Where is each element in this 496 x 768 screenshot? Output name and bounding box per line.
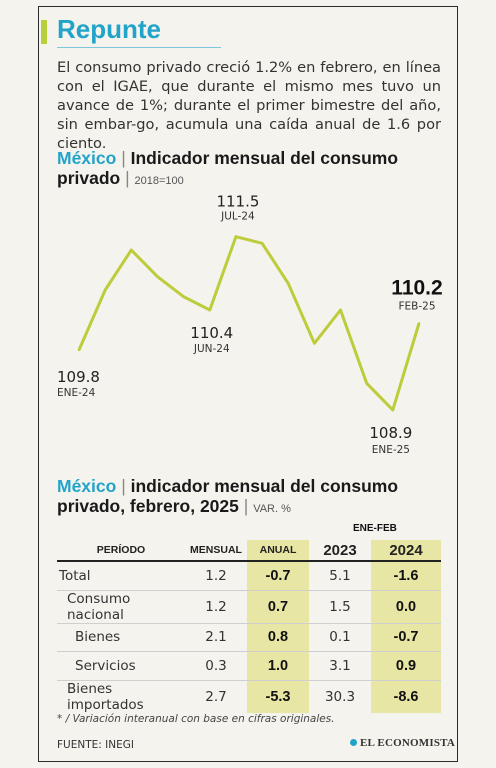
data-point-nov-24 — [339, 308, 342, 312]
data-point-jun-24 — [208, 308, 211, 312]
series-line — [77, 235, 421, 412]
col-header-2023: 2023 — [309, 540, 371, 562]
table-section-title: México | indicador mensual del consumo p… — [57, 476, 437, 519]
col-header-mensual: MENSUAL — [185, 540, 247, 562]
col-header-2024: 2024 — [371, 540, 441, 562]
chart-country-label: México — [57, 148, 117, 168]
chart-unit-separator: | — [125, 168, 130, 188]
table-row: Consumo nacional 1.2 0.7 1.5 0.0 — [57, 590, 441, 624]
data-point-abr-24 — [156, 275, 159, 278]
annotation-value-ene-25: 108.9 — [369, 424, 412, 442]
row-label: Total — [57, 561, 185, 591]
chart-title-separator: | — [121, 148, 126, 168]
row-label: Consumo nacional — [57, 590, 185, 624]
data-point-ago-24 — [260, 242, 264, 245]
cell-2024: -0.7 — [371, 623, 441, 652]
annotation-value-jul-24: 111.5 — [216, 193, 259, 211]
annotation-value-feb-25: 110.2 — [391, 276, 442, 299]
annotation-value-jun-24: 110.4 — [190, 324, 233, 342]
cell-2023: 5.1 — [309, 561, 371, 591]
col-header-periodo: PERÍODO — [57, 540, 185, 562]
footnote: * / Variación interanual con base en cif… — [57, 713, 335, 725]
data-point-ene-25 — [391, 408, 395, 412]
chart-title-text: Indicador mensual del consumo privado — [57, 148, 399, 188]
table-country-label: México — [57, 476, 117, 496]
table-row: Servicios 0.3 1.0 3.1 0.9 — [57, 651, 441, 681]
chart-section-title: México | Indicador mensual del consumo p… — [57, 148, 437, 191]
cell-anual: -0.7 — [247, 561, 309, 591]
cell-2023: 0.1 — [309, 623, 371, 652]
infographic-frame — [38, 6, 458, 762]
cell-mensual: 1.2 — [185, 561, 247, 591]
cell-2023: 30.3 — [324, 688, 356, 705]
cell-mensual: 2.1 — [185, 623, 247, 652]
annotation-label-jun-24: JUN-24 — [193, 343, 230, 355]
cell-mensual: 0.3 — [185, 651, 247, 681]
data-point-feb-25 — [417, 322, 421, 325]
annotation-label-ene-24: ENE-24 — [57, 387, 96, 399]
table-title-separator: | — [121, 476, 126, 496]
data-point-oct-24 — [313, 342, 316, 345]
cell-2024: 0.9 — [371, 651, 441, 681]
cell-anual: -5.3 — [247, 680, 309, 713]
cell-anual: 0.8 — [247, 623, 309, 652]
cell-2023: 3.1 — [309, 651, 371, 681]
col-header-anual: ANUAL — [247, 540, 309, 562]
row-label: Bienes — [57, 623, 185, 652]
source-label: FUENTE: INEGI — [57, 739, 134, 751]
cell-anual: 1.0 — [247, 651, 309, 681]
cell-anual: 0.7 — [247, 590, 309, 624]
row-label: Bienes importados — [67, 680, 144, 713]
annotation-value-ene-24: 109.8 — [57, 368, 100, 386]
brand-logo: EL ECONOMISTA — [350, 737, 455, 749]
data-point-may-24 — [182, 295, 185, 298]
data-table: PERÍODO MENSUAL ANUAL 2023 2024 Total 1.… — [57, 540, 441, 713]
row-label: Servicios — [57, 651, 185, 681]
cell-2023: 1.5 — [309, 590, 371, 624]
page-title: Repunte — [57, 14, 161, 44]
table-title-text: indicador mensual del consumo privado, f… — [57, 476, 399, 516]
cell-mensual: 2.7 — [205, 688, 227, 705]
table-group-header: ENE-FEB — [353, 523, 397, 534]
cell-2024: -8.6 — [371, 680, 441, 713]
data-point-dic-24 — [365, 382, 368, 385]
intro-text: El consumo privado creció 1.2% en febrer… — [57, 59, 441, 152]
annotation-label-ene-25: ENE-25 — [372, 444, 410, 456]
cell-2024: 0.0 — [371, 590, 441, 624]
chart-unit-label: 2018=100 — [134, 175, 184, 187]
table-row: Bienes 2.1 0.8 0.1 -0.7 — [57, 623, 441, 652]
data-point-ene-24 — [77, 348, 81, 352]
table-unit-label: VAR. % — [253, 503, 291, 515]
table-header-row: PERÍODO MENSUAL ANUAL 2023 2024 — [57, 540, 441, 562]
cell-mensual: 1.2 — [185, 590, 247, 624]
table-unit-separator: | — [243, 496, 249, 516]
annotation-label-feb-25: FEB-25 — [398, 300, 435, 312]
table-row: Total 1.2 -0.7 5.1 -1.6 — [57, 561, 441, 591]
title-accent-bar — [41, 20, 47, 44]
data-point-feb-24 — [103, 288, 107, 292]
brand-dot-icon — [350, 739, 357, 746]
data-point-mar-24 — [130, 248, 133, 252]
title-underline — [57, 47, 221, 48]
data-point-jul-24 — [234, 235, 238, 238]
annotation-label-jul-24: JUL-24 — [220, 211, 255, 223]
data-point-sep-24 — [287, 282, 290, 285]
cell-2024: -1.6 — [371, 561, 441, 591]
brand-name: EL ECONOMISTA — [360, 737, 455, 749]
table-row: Bienes importados 2.7 -5.3 30.3 -8.6 — [57, 680, 441, 713]
